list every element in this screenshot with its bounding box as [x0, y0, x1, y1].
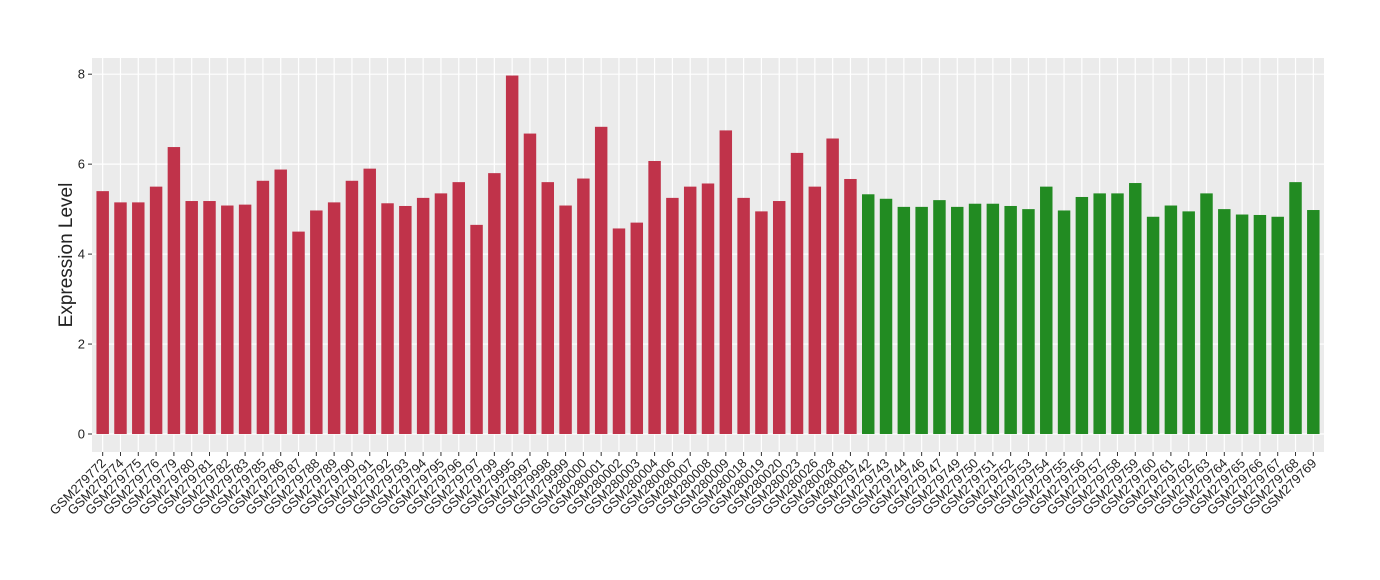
bar [594, 126, 608, 435]
bar [96, 191, 109, 435]
bar [505, 75, 519, 435]
bar [1307, 210, 1320, 435]
bar [488, 173, 501, 435]
bar [826, 138, 839, 435]
bar [666, 197, 679, 435]
bar [968, 203, 982, 435]
bar [523, 133, 537, 435]
bar [1040, 186, 1053, 435]
bar [933, 200, 946, 435]
bar [648, 160, 661, 435]
bar [416, 197, 430, 435]
bar [559, 205, 572, 435]
bar [737, 197, 750, 435]
bar [310, 210, 323, 435]
bar [185, 201, 198, 435]
bar [452, 182, 465, 435]
bar [755, 211, 768, 435]
bar [345, 180, 359, 435]
bar [879, 198, 893, 435]
bar [808, 186, 822, 435]
bar [381, 203, 394, 435]
bar [114, 202, 127, 435]
bar [149, 186, 163, 435]
bar [577, 178, 590, 435]
bar [1164, 205, 1178, 435]
y-tick-label: 2 [78, 337, 85, 352]
bar [844, 178, 857, 435]
bar [1146, 216, 1160, 435]
bar [951, 206, 964, 435]
y-tick-label: 6 [78, 157, 85, 172]
bar [256, 180, 270, 435]
bar [897, 206, 911, 435]
bar [1057, 210, 1071, 435]
bar [1182, 211, 1195, 435]
bar [1271, 216, 1284, 435]
y-tick-label: 0 [78, 427, 85, 442]
bar [862, 194, 875, 435]
bar [1129, 183, 1142, 435]
bar [630, 222, 644, 435]
bar [1022, 209, 1035, 435]
bar [1093, 193, 1106, 435]
bar [1235, 214, 1249, 435]
bar [683, 186, 697, 435]
bar [719, 130, 733, 435]
bar [132, 202, 145, 435]
bar [363, 168, 376, 435]
bar [221, 205, 234, 435]
y-tick-label: 4 [78, 247, 85, 262]
bar [1218, 209, 1231, 435]
bar [470, 224, 483, 435]
bar [1200, 193, 1213, 435]
bar [203, 201, 216, 435]
bar [790, 152, 804, 435]
bar [1075, 196, 1089, 435]
bar [292, 231, 305, 435]
bar [434, 193, 448, 435]
bar [986, 203, 1000, 435]
bar [167, 147, 181, 435]
bar [399, 205, 412, 435]
y-tick-label: 8 [78, 67, 85, 82]
bar [327, 202, 341, 435]
bar [1253, 214, 1267, 435]
bar [541, 182, 554, 435]
bar [1111, 193, 1124, 435]
bar [915, 206, 928, 435]
bar [701, 183, 715, 435]
bar [1289, 182, 1302, 435]
bar [772, 201, 786, 435]
bar [612, 228, 626, 435]
bar [274, 169, 287, 435]
bar [1004, 205, 1017, 435]
bar [238, 204, 252, 435]
y-axis-label: Expression Level [56, 183, 77, 328]
